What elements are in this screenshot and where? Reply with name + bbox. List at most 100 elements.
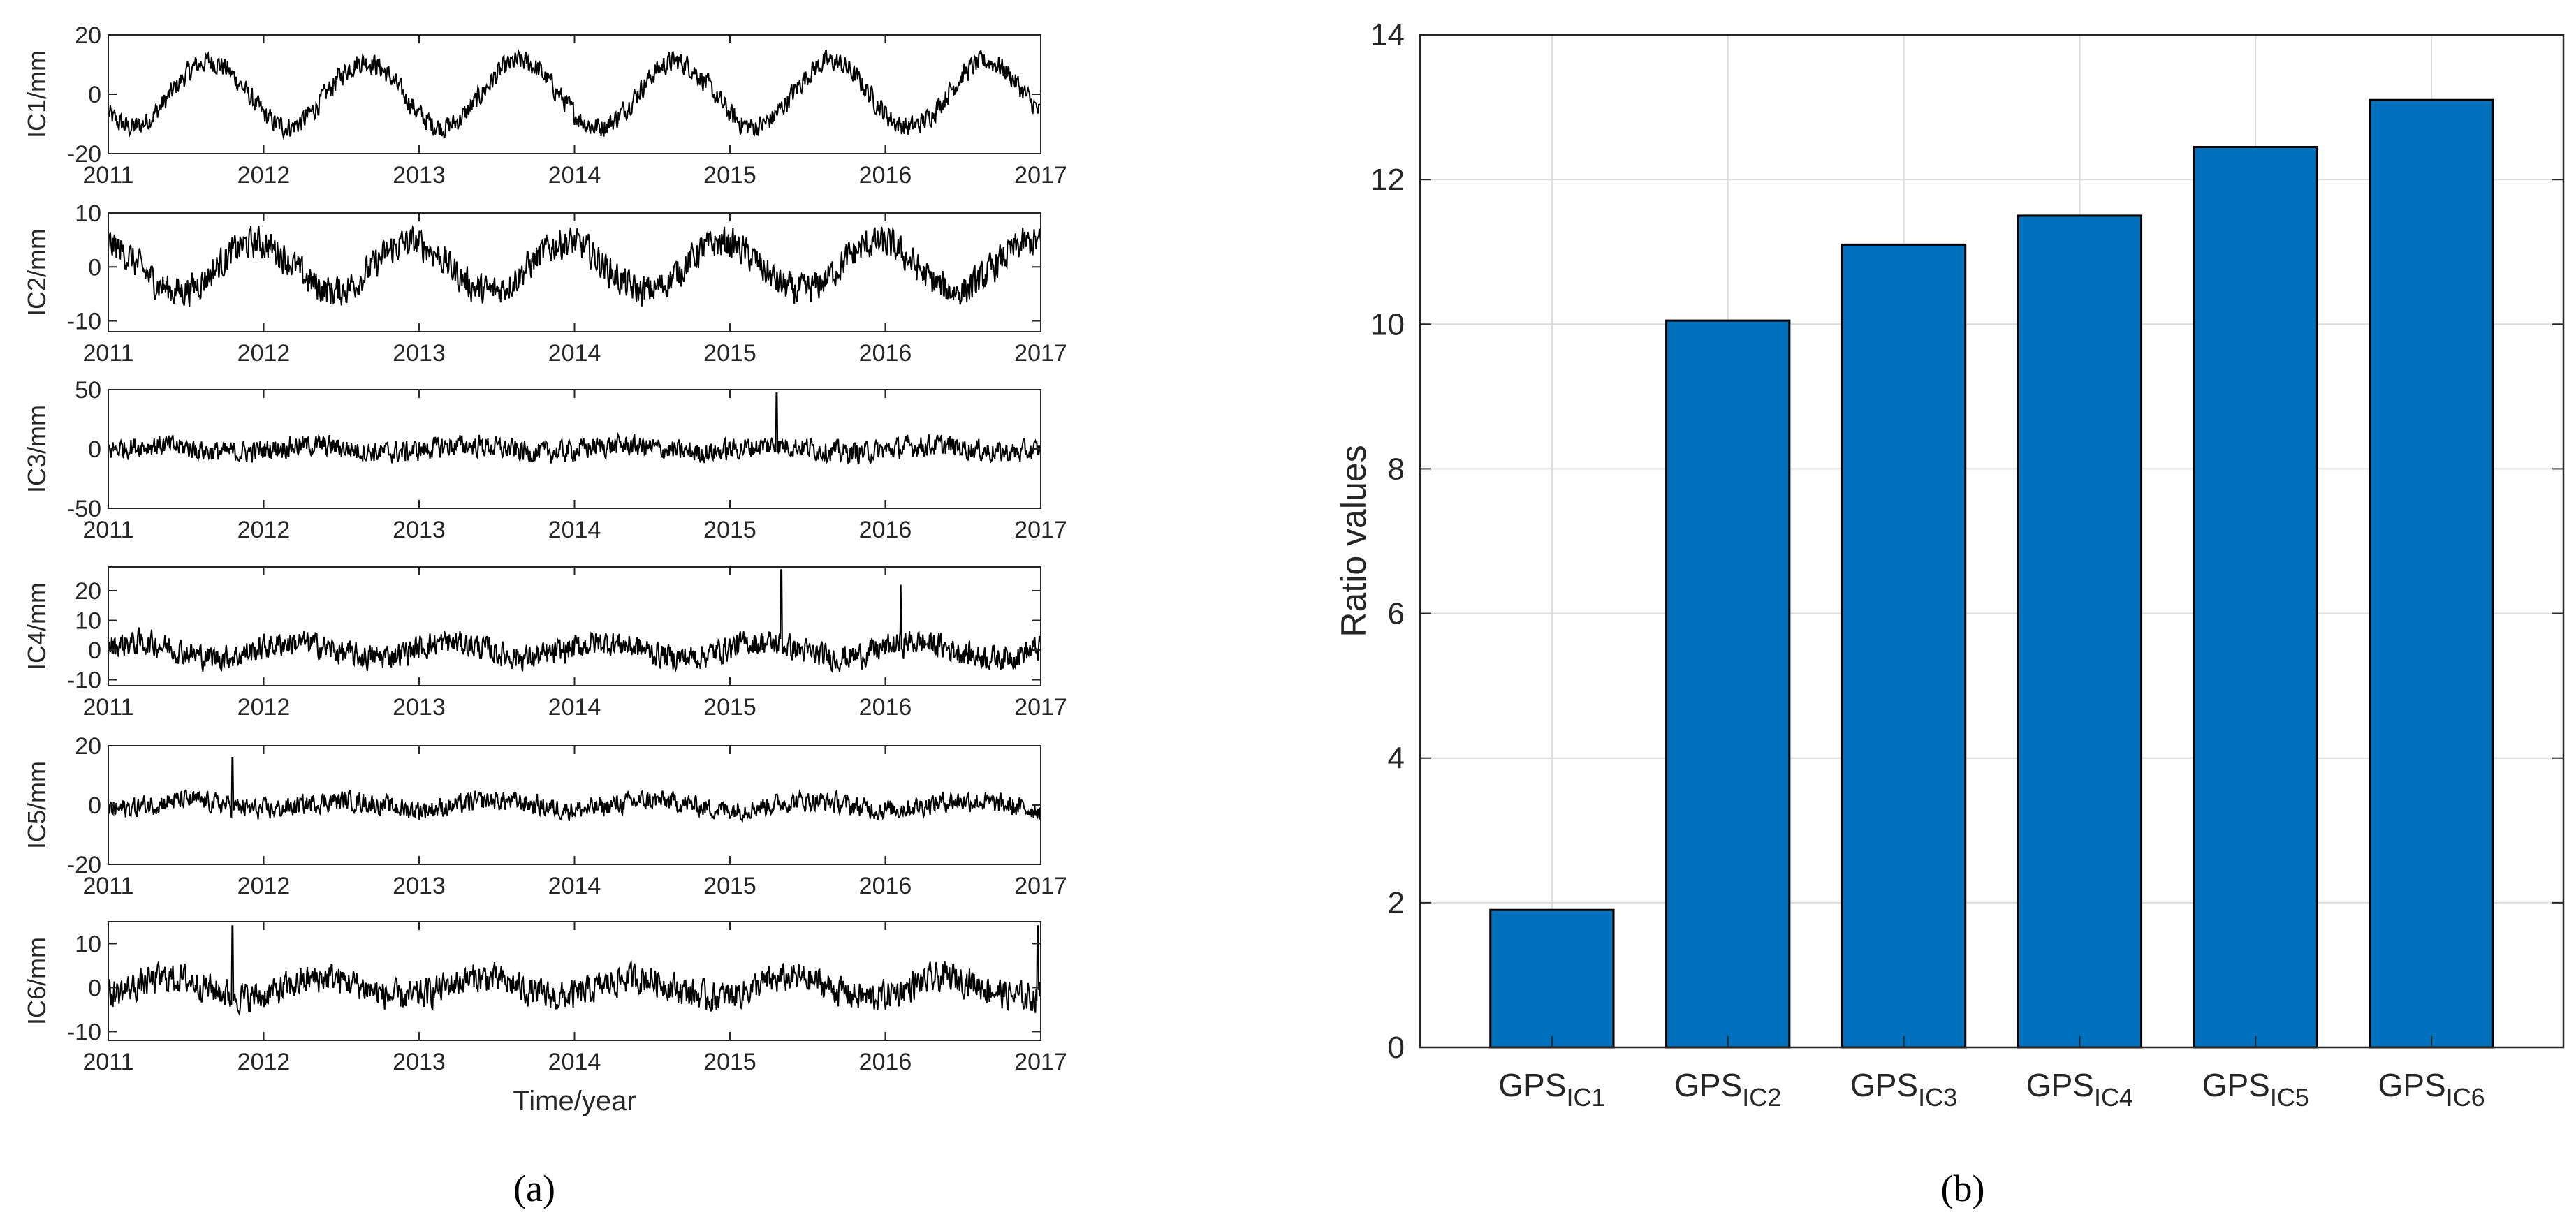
subplot-ic4: -10 010 20 2011 2012 2013 2014 2015 2016 2017 IC4/…: [22, 566, 1067, 721]
ic4-series-line: [108, 569, 1041, 674]
x-tick-label: 2015: [703, 1049, 756, 1075]
x-tick-label: 2017: [1014, 162, 1067, 189]
y-tick-label: 6: [1388, 597, 1405, 631]
x-tick-label: 2012: [237, 340, 291, 367]
x-tick-label: 2012: [237, 517, 291, 543]
x-tick-label-subscript: IC4: [2094, 1083, 2133, 1112]
y-tick-label: 10: [75, 200, 101, 227]
y-tick-label: 0: [88, 436, 101, 463]
y-tick-label: -20: [67, 852, 101, 878]
x-tick-label-main: GPS: [1850, 1067, 1918, 1103]
x-tick-label-main: GPS: [1674, 1067, 1742, 1103]
y-axis-label: IC6/mm: [22, 937, 51, 1025]
y-tick-label: 12: [1370, 163, 1405, 197]
subplot-ic2: -10 0 10 2011 2012 2013 2014 2015 2016 2017 IC2/mm: [22, 200, 1067, 367]
y-tick-label: 0: [88, 792, 101, 819]
y-tick-label: -10: [67, 309, 101, 335]
x-tick-label: 2017: [1014, 873, 1067, 899]
y-tick-label: 4: [1388, 742, 1405, 776]
x-tick-label-subscript: IC6: [2446, 1083, 2485, 1112]
y-tick-label: 50: [75, 377, 101, 404]
x-tick-label: 2014: [548, 873, 601, 899]
bar-gps-ic1: [1489, 908, 1615, 1049]
x-tick-label: 2017: [1014, 1049, 1067, 1075]
x-tick-label: 2016: [859, 1049, 912, 1075]
x-tick-label: GPSIC3: [1850, 1067, 1957, 1112]
subplot-ic6: -10 0 10 2011 2012 2013 2014 2015 2016 2017 IC6/mm: [22, 921, 1067, 1075]
y-tick-label: 0: [88, 254, 101, 281]
y-tick-label: -50: [67, 496, 101, 522]
y-tick-label: 0: [1388, 1031, 1405, 1065]
x-tick-label: 2016: [859, 162, 912, 189]
y-tick-label: -10: [67, 1019, 101, 1045]
x-tick-label: 2011: [82, 1049, 133, 1075]
x-tick-label: 2012: [237, 162, 291, 189]
x-tick-label-main: GPS: [2378, 1067, 2446, 1103]
bar-gps-ic2: [1665, 319, 1791, 1049]
y-tick-label: 2: [1388, 886, 1405, 920]
x-tick-label: 2011: [82, 340, 133, 367]
x-tick-label-subscript: IC3: [1918, 1083, 1957, 1112]
x-tick-label: 2016: [859, 873, 912, 899]
y-tick-label: 14: [1370, 18, 1405, 52]
x-tick-label: 2011: [82, 517, 133, 543]
y-axis-label: IC5/mm: [22, 761, 51, 849]
x-tick-label: 2013: [393, 340, 446, 367]
y-axis-label: IC1/mm: [22, 50, 51, 138]
ic5-series-line: [108, 757, 1041, 823]
y-tick-label: 10: [1370, 307, 1405, 341]
y-tick-label: 0: [88, 975, 101, 1001]
x-tick-label-main: GPS: [2026, 1067, 2094, 1103]
y-tick-label: 20: [75, 22, 101, 49]
y-tick-label: -20: [67, 141, 101, 168]
x-tick-label: 2015: [703, 162, 756, 189]
x-tick-label: 2014: [548, 162, 601, 189]
x-axis-label: Time/year: [513, 1086, 636, 1116]
x-tick-label: 2014: [548, 1049, 601, 1075]
x-tick-label: 2017: [1014, 340, 1067, 367]
bar-gps-ic3: [1840, 243, 1967, 1049]
x-tick-label: 2017: [1014, 517, 1067, 543]
ic1-series-line: [108, 49, 1041, 140]
x-tick-label: 2014: [548, 517, 601, 543]
y-tick-label: 10: [75, 608, 101, 635]
x-tick-label-subscript: IC2: [1742, 1083, 1781, 1112]
bar-gps-ic6: [2369, 98, 2494, 1049]
panel-label-b: (b): [1941, 1167, 1985, 1209]
x-tick-label: 2012: [237, 694, 291, 721]
x-tick-label: 2016: [859, 694, 912, 721]
x-tick-label: GPSIC6: [2378, 1067, 2485, 1112]
y-axis-label: IC2/mm: [22, 228, 51, 316]
x-tick-label: 2015: [703, 517, 756, 543]
x-tick-label: 2015: [703, 873, 756, 899]
x-tick-label: GPSIC1: [1498, 1067, 1605, 1112]
x-tick-label: 2013: [393, 517, 446, 543]
bar-gps-ic4: [2017, 214, 2143, 1049]
y-tick-label: -10: [67, 668, 101, 694]
y-axis-label: IC3/mm: [22, 405, 51, 493]
x-tick-label-main: GPS: [1498, 1067, 1566, 1103]
subplot-ic5: -20 0 20 2011 2012 2013 2014 2015 2016 2017 IC5/mm: [22, 733, 1067, 899]
x-tick-label: 2017: [1014, 694, 1067, 721]
subplot-ic1: -20 0 20 2011 2012 2013 2014 2015 2016 2017 IC1/mm: [22, 22, 1067, 189]
x-tick-label: 2015: [703, 340, 756, 367]
y-tick-label: 20: [75, 578, 101, 605]
x-tick-label: 2013: [393, 873, 446, 899]
ic6-series-line: [108, 925, 1041, 1017]
x-tick-label: 2013: [393, 162, 446, 189]
subplot-axes-box: [108, 212, 1041, 332]
y-axis-label: IC4/mm: [22, 582, 51, 670]
axes-box: [1419, 34, 2565, 1049]
x-tick-label-main: GPS: [2202, 1067, 2270, 1103]
x-tick-label-subscript: IC5: [2270, 1083, 2309, 1112]
y-tick-label: 10: [75, 931, 101, 957]
subplot-ic3: -50 0 50 2011 2012 2013 2014 2015 2016 2017 IC3/mm: [22, 377, 1067, 543]
x-tick-label: 2011: [82, 162, 133, 189]
x-tick-label: 2015: [703, 694, 756, 721]
x-tick-label: 2011: [82, 694, 133, 721]
y-tick-label: 0: [88, 82, 101, 108]
x-tick-label: GPSIC2: [1674, 1067, 1781, 1112]
y-tick-label: 8: [1388, 452, 1405, 486]
